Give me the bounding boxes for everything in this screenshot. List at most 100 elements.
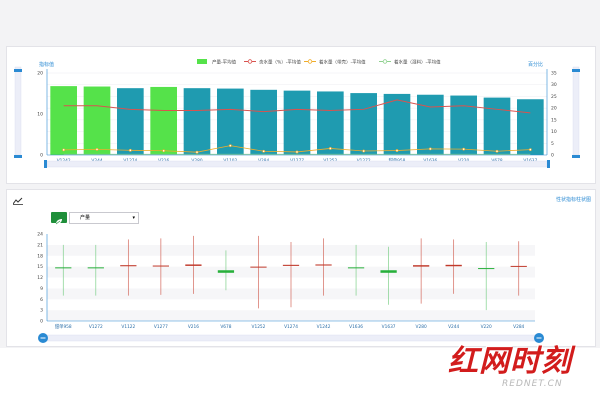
line-series [62,99,532,155]
bar[interactable] [450,95,477,155]
line-point[interactable] [228,144,232,148]
y-tick-label: 12 [37,275,43,281]
line-point[interactable] [195,150,199,154]
right-tick-label: 35 [551,71,557,77]
zoom-track [46,160,548,168]
bar[interactable] [50,86,77,155]
right-tick-label: 30 [551,82,557,88]
line-point[interactable] [95,147,99,151]
legend-swatch [197,59,207,64]
candle-body[interactable] [87,267,104,269]
legend-line2[interactable]: 着水量（带壳）-平均值 [319,59,366,66]
trait-bar-chart-link[interactable]: 性状指标柱状图 [555,197,591,203]
leaf-icon [55,219,62,225]
line-point[interactable] [462,147,466,151]
line-point[interactable] [162,149,166,153]
x-tick-label: V284 [513,324,524,330]
candles [55,235,527,311]
y-tick-label: 3 [40,308,43,314]
bar[interactable] [117,88,144,155]
line-point[interactable] [362,149,366,153]
v-zoom-track-right [572,66,580,156]
candle-body[interactable] [250,266,267,268]
bar[interactable] [383,93,411,155]
line-point[interactable] [428,147,432,151]
candle-body[interactable] [413,265,430,267]
trait-select-value: 产量 [80,215,91,221]
line-point[interactable] [295,150,299,154]
zoom-slider[interactable] [14,66,580,168]
line-point[interactable] [328,147,332,150]
zoom-slider[interactable] [38,333,544,343]
v-zoom-handle-right-bottom[interactable] [572,155,580,158]
legend-marker [382,59,388,64]
right-tick-label: 0 [551,153,554,159]
select-icon-button[interactable] [51,212,67,225]
candle-body[interactable] [315,264,332,266]
x-tick-label: V1242 [317,324,331,330]
bar-series [50,86,544,155]
right-tick-label: 15 [551,117,557,123]
legend-bar[interactable]: 产量-平均值 [212,59,237,66]
bar[interactable] [350,93,377,155]
candle-body[interactable] [380,270,397,273]
line-point[interactable] [128,148,132,152]
bar[interactable] [417,94,444,155]
grid-band [47,310,535,321]
candle-body[interactable] [185,264,202,266]
y-tick-label: 24 [37,232,43,238]
bar[interactable] [183,88,211,155]
y-tick-label: 21 [37,242,43,248]
left-axis-title: 指标值 [39,61,54,68]
right-tick-label: 5 [551,141,554,147]
legend-line1[interactable]: 含水量（%）-平均值 [259,59,301,66]
bar[interactable] [250,89,277,155]
bar[interactable] [517,99,544,155]
line-chart-icon[interactable] [13,197,23,205]
x-tick-label: V220 [481,324,492,330]
bar[interactable] [317,91,344,155]
legend-line3[interactable]: 着水量（湿料）-平均值 [394,59,441,66]
candle-body[interactable] [282,264,300,266]
candle-body[interactable] [445,264,462,267]
candle-body[interactable] [217,270,235,273]
line-point[interactable] [395,149,399,152]
bar[interactable] [483,97,511,155]
bottom-chart-panel: 性状指标柱状图 产量 ▾ 0 3 6 9 12 15 18 21 24 甜单958 V1272 V11… [6,189,596,347]
v-zoom-handle-right-top[interactable] [572,69,580,72]
candlestick-chart: 0 3 6 9 12 15 18 21 24 甜单958 V1272 V1122 V1277 V216 V6… [37,232,544,343]
chevron-down-icon: ▾ [132,215,135,221]
x-tick-label: V280 [416,324,427,330]
candle-body[interactable] [510,265,527,267]
series-line [63,99,531,114]
line-point[interactable] [528,148,532,152]
v-zoom-handle-left-top[interactable] [14,69,22,72]
candle-body[interactable] [347,267,365,269]
bar[interactable] [283,90,311,155]
zoom-handle-right[interactable] [547,160,550,168]
trait-select[interactable]: 产量 ▾ [69,212,139,224]
candle-body[interactable] [120,265,137,267]
v-zoom-handle-left-bottom[interactable] [14,155,22,158]
line-point[interactable] [62,148,66,152]
line-point[interactable] [262,149,266,153]
line-point[interactable] [495,149,499,153]
left-tick-label: 0 [40,153,43,159]
bar[interactable] [217,88,244,155]
bar[interactable] [150,86,177,155]
watermark-logo: 红网时刻 [448,344,572,379]
candle-body[interactable] [152,265,169,267]
x-tick-label: 甜单958 [389,157,406,164]
bar[interactable] [83,86,111,155]
x-tick-label: V1637 [382,324,396,330]
x-tick-label: V216 [188,324,199,330]
zoom-handle-left[interactable] [44,160,47,168]
top-chart-panel: 产量-平均值 含水量（%）-平均值 着水量（带壳）-平均值 着水量（湿料）-平均值 指… [6,46,596,184]
candle-body[interactable] [478,268,495,270]
axes: 0 3 6 9 12 15 18 21 24 甜单958 V1272 V1122 V1277 V216 V6… [37,232,535,330]
x-tick-label: V244 [448,324,459,330]
watermark: 红网时刻 REDNET.CN [448,346,598,400]
combo-chart: 产量-平均值 含水量（%）-平均值 着水量（带壳）-平均值 着水量（湿料）-平均值 指… [14,59,580,168]
candle-body[interactable] [55,267,72,269]
x-tick-label: V1636 [349,324,363,330]
